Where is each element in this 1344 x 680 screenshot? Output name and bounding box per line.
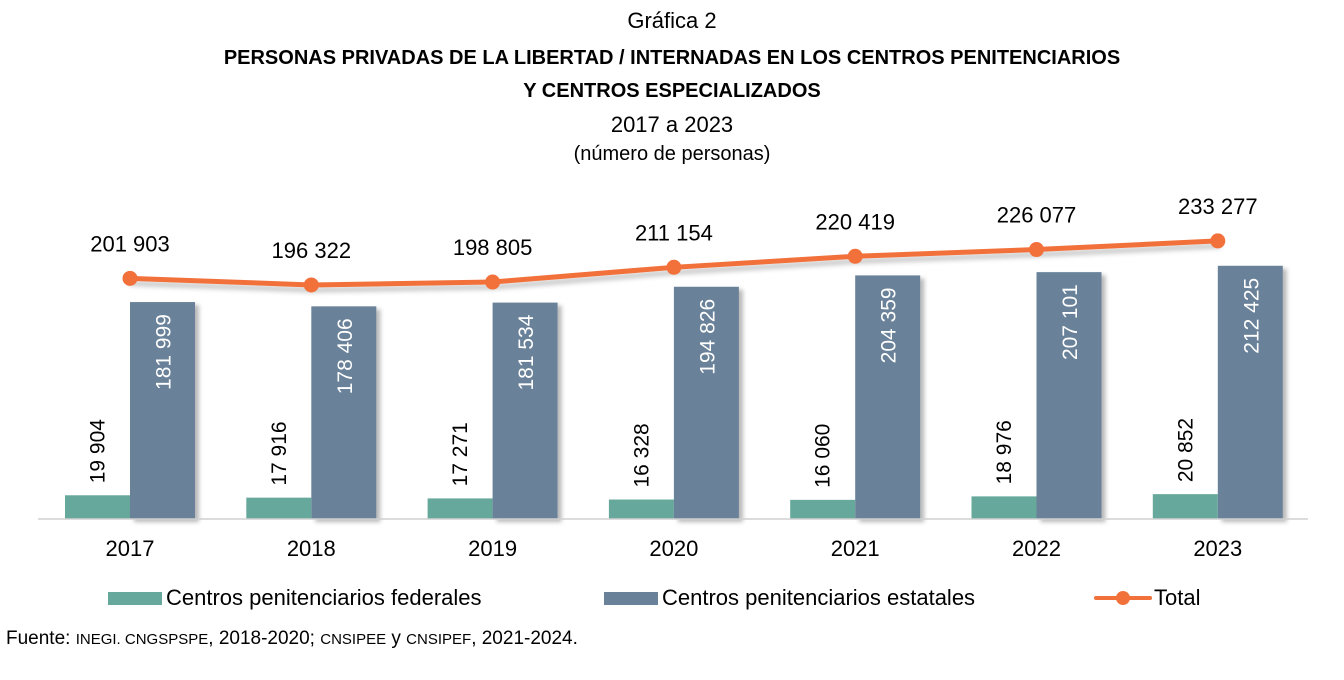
label-estatales-2019: 181 534: [515, 314, 538, 390]
label-estatales-2018: 178 406: [334, 318, 357, 394]
legend-label-estatales: Centros penitenciarios estatales: [662, 585, 976, 610]
label-estatales-2017: 181 999: [153, 314, 176, 390]
label-federales-2018: 17 916: [268, 421, 291, 485]
label-total-2020: 211 154: [635, 220, 713, 245]
bar-estatales-2023: [1217, 265, 1283, 519]
legend-item-total: Total: [1094, 585, 1200, 611]
chart-period: 2017 a 2023: [610, 112, 734, 137]
bar-estatales-2017: [130, 302, 195, 519]
marker-total-2018: [303, 277, 319, 293]
x-tick-label-2017: 2017: [106, 536, 155, 561]
legend-label-total: Total: [1154, 585, 1201, 610]
bar-estatales-2022: [1036, 272, 1102, 519]
legend-swatch-federales: [108, 591, 162, 605]
source-cnsipee: CNSIPEE: [320, 631, 387, 648]
label-estatales-2020: 194 826: [696, 299, 719, 375]
source-note: Fuente: INEGI. CNGSPSPE, 2018-2020; CNSI…: [6, 628, 578, 650]
label-total-2022: 226 077: [997, 203, 1077, 228]
label-estatales-2023: 212 425: [1240, 278, 1263, 354]
marker-total-2020: [666, 259, 682, 275]
label-total-2018: 196 322: [272, 238, 352, 263]
bar-estatales-2021: [855, 275, 921, 519]
bar-federales-2023: [1152, 494, 1218, 519]
marker-total-2017: [122, 270, 138, 286]
source-cnsipef: CNSIPEF: [406, 631, 472, 648]
x-tick-label-2019: 2019: [468, 536, 517, 561]
marker-total-2023: [1210, 233, 1226, 249]
label-federales-2023: 20 852: [1174, 418, 1197, 482]
bar-federales-2017: [65, 495, 130, 519]
label-federales-2017: 19 904: [87, 419, 110, 484]
legend-item-federales: Centros penitenciarios federales: [108, 585, 482, 611]
x-tick-label-2021: 2021: [831, 536, 880, 561]
legend-line-marker-icon: [1094, 588, 1152, 608]
chart-title-line1: PERSONAS PRIVADAS DE LA LIBERTAD / INTER…: [223, 47, 1121, 69]
x-tick-label-2022: 2022: [1012, 536, 1061, 561]
legend-label-federales: Centros penitenciarios federales: [166, 585, 482, 610]
bar-federales-2021: [790, 499, 856, 519]
source-years-1: , 2018-2020;: [208, 628, 321, 649]
bar-federales-2019: [427, 498, 493, 519]
bar-estatales-2018: [311, 306, 377, 519]
source-years-2: , 2021-2024.: [471, 628, 578, 649]
source-label: Fuente:: [6, 628, 71, 649]
x-tick-label-2020: 2020: [649, 536, 698, 561]
label-estatales-2022: 207 101: [1059, 284, 1082, 360]
marker-total-2021: [847, 248, 863, 264]
bar-federales-2018: [246, 497, 312, 519]
label-estatales-2021: 204 359: [878, 287, 901, 363]
label-federales-2022: 18 976: [993, 420, 1016, 484]
legend: Centros penitenciarios federales Centros…: [0, 585, 1344, 613]
x-tick-label-2023: 2023: [1193, 536, 1242, 561]
label-federales-2019: 17 271: [449, 422, 472, 486]
chart-unit: (número de personas): [573, 143, 771, 165]
bar-line-chart: 19 904 181 999 2017 201 903 17 916 178 406 201…: [38, 194, 1308, 561]
bar-federales-2022: [971, 496, 1037, 519]
source-conjunction: y: [386, 628, 407, 649]
chart-title-line2: Y CENTROS ESPECIALIZADOS: [523, 80, 821, 102]
label-federales-2021: 16 060: [812, 424, 835, 488]
bar-estatales-2019: [492, 302, 558, 519]
legend-swatch-estatales: [604, 591, 658, 605]
label-total-2023: 233 277: [1178, 194, 1258, 219]
label-total-2019: 198 805: [453, 235, 533, 260]
label-total-2021: 220 419: [815, 209, 895, 234]
label-total-2017: 201 903: [90, 231, 170, 256]
marker-total-2022: [1029, 242, 1044, 258]
bar-estatales-2020: [673, 286, 739, 519]
source-inegi: INEGI. CNGSPSPE: [75, 631, 209, 648]
legend-item-estatales: Centros penitenciarios estatales: [604, 585, 975, 611]
x-tick-label-2018: 2018: [287, 536, 336, 561]
marker-total-2019: [485, 274, 501, 290]
bar-federales-2020: [608, 499, 674, 519]
chart-number: Gráfica 2: [627, 8, 717, 33]
label-federales-2020: 16 328: [630, 423, 653, 487]
